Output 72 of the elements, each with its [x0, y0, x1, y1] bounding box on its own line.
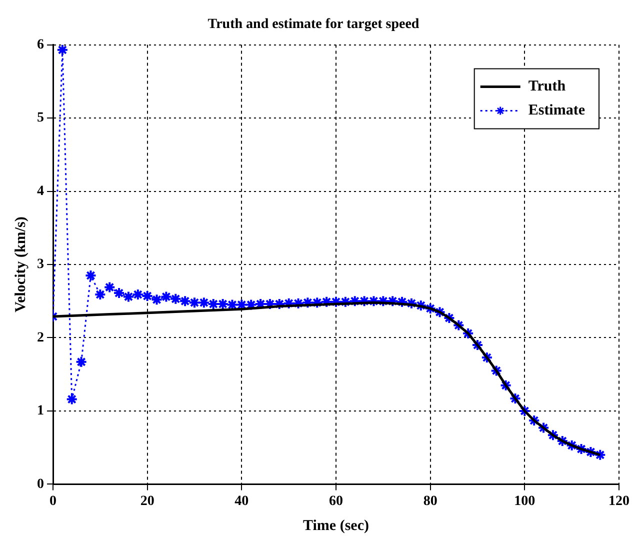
point	[434, 306, 446, 318]
point	[452, 319, 465, 332]
legend-label: Estimate	[528, 102, 586, 119]
point	[480, 352, 493, 364]
y-tick-label: 3	[37, 257, 44, 272]
x-tick-label: 80	[423, 494, 438, 510]
point	[500, 379, 512, 392]
point	[594, 448, 606, 461]
point	[216, 298, 229, 310]
x-tick-label: 40	[234, 494, 249, 510]
point	[528, 414, 540, 426]
point	[472, 339, 484, 352]
point	[311, 296, 324, 309]
point	[113, 287, 126, 300]
point	[546, 429, 559, 442]
point	[273, 298, 286, 310]
point	[245, 298, 258, 311]
y-tick-label: 5	[37, 110, 44, 126]
y-tick-label: 2	[37, 330, 44, 346]
y-axis-title: Velocity (km/s)	[12, 216, 29, 312]
point	[386, 295, 399, 308]
point	[584, 446, 597, 458]
point	[302, 296, 314, 309]
x-tick-label: 120	[608, 494, 630, 510]
point	[198, 296, 210, 309]
point	[538, 422, 550, 434]
point	[509, 392, 522, 405]
point	[405, 297, 418, 310]
point	[358, 295, 370, 308]
point	[443, 312, 456, 324]
point	[75, 356, 88, 368]
y-tick-label: 1	[37, 404, 44, 419]
y-tick-label: 4	[37, 184, 44, 199]
point	[141, 290, 154, 302]
point	[282, 297, 295, 310]
point	[368, 295, 380, 308]
point	[122, 290, 134, 303]
chart-title: Truth and estimate for target speed	[208, 17, 420, 32]
point	[188, 296, 200, 309]
point	[104, 281, 116, 294]
point	[179, 295, 192, 308]
point	[575, 443, 588, 456]
point	[348, 295, 361, 308]
x-tick-label: 0	[50, 494, 56, 510]
point	[292, 297, 304, 310]
point	[396, 296, 408, 308]
point	[518, 404, 531, 417]
point	[66, 393, 78, 406]
point	[207, 298, 220, 310]
point	[462, 327, 474, 340]
point	[377, 295, 390, 308]
x-tick-label: 60	[329, 494, 343, 510]
point	[556, 434, 568, 447]
point	[132, 288, 144, 301]
y-tick-label: 0	[37, 476, 44, 492]
point	[56, 44, 68, 56]
x-tick-label: 100	[514, 494, 536, 510]
point	[566, 439, 578, 452]
x-axis-title: Time (sec)	[303, 518, 369, 534]
point	[339, 296, 352, 308]
point	[424, 302, 436, 314]
point	[330, 296, 342, 308]
point	[84, 269, 97, 282]
point	[490, 364, 502, 377]
point	[150, 294, 163, 306]
point	[170, 292, 182, 305]
legend-label: Truth	[528, 78, 566, 95]
y-tick-label: 6	[37, 37, 44, 52]
point	[160, 290, 172, 303]
x-tick-label: 20	[140, 494, 154, 510]
point	[94, 288, 106, 301]
point	[320, 296, 333, 308]
